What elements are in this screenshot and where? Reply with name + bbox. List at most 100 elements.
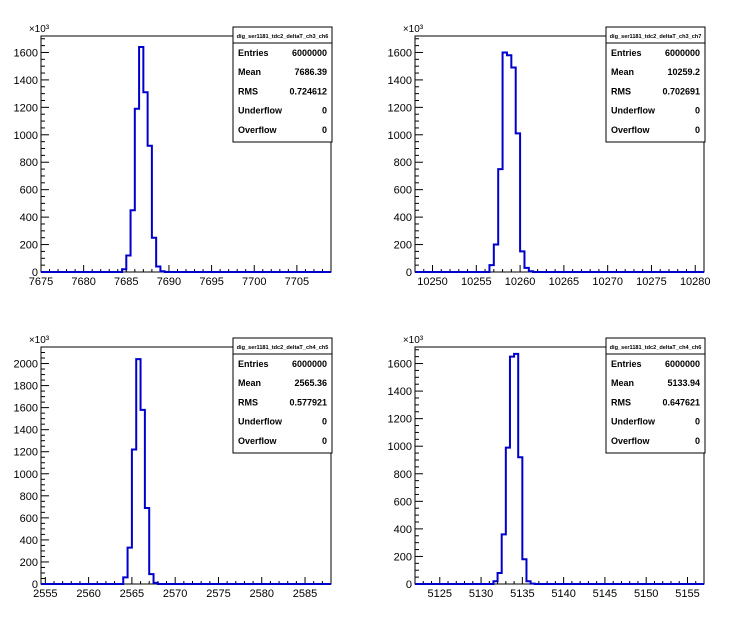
histogram-pad-4: 0 200 400 600 800 1000 1200 1400 1600 ×10³ 5125 513… — [388, 335, 706, 600]
y-tick-label: 1600 — [14, 403, 38, 415]
y-tick-label: 0 — [32, 267, 38, 279]
y-tick-label: 1400 — [14, 425, 38, 437]
y-tick-label: 800 — [20, 157, 38, 169]
x-tick-label: 5155 — [675, 588, 699, 600]
stats-label-entries: Entries — [611, 359, 642, 369]
y-tick-label: 600 — [20, 513, 38, 525]
stats-label-rms: RMS — [611, 397, 631, 407]
stats-value-rms: 0.702691 — [662, 86, 700, 96]
x-tick-label: 5140 — [551, 588, 575, 600]
y-tick-label: 1200 — [388, 102, 412, 114]
stats-value-mean: 5133.94 — [667, 378, 700, 388]
stats-value-overflow: 0 — [322, 125, 327, 135]
histogram-pad-1: 0 200 400 600 800 1000 1200 1400 1600 ×10³ 7675 768… — [14, 24, 333, 288]
y-tick-label: 1200 — [388, 414, 412, 426]
x-tick-label: 7695 — [199, 276, 223, 288]
y-exponent-label: ×10³ — [29, 24, 50, 35]
histogram-pad-3: 0 200 400 600 800 1000 1200 1400 1600 1800 2000 ×10… — [14, 335, 333, 600]
histogram-line — [41, 45, 331, 273]
stats-value-underflow: 0 — [322, 106, 327, 116]
stats-value-overflow: 0 — [322, 436, 327, 446]
y-exponent-label: ×10³ — [29, 335, 50, 346]
x-tick-label: 2570 — [163, 588, 187, 600]
stats-value-entries: 6000000 — [665, 359, 700, 369]
stats-title: dig_ser1181_tdc2_deltaT_ch4_ch6 — [610, 345, 702, 351]
y-tick-label: 1600 — [14, 47, 38, 59]
x-tick-label: 2580 — [250, 588, 274, 600]
x-tick-label: 2555 — [33, 588, 57, 600]
stats-title: dig_ser1181_tdc2_deltaT_ch3_ch7 — [610, 34, 702, 40]
x-tick-label: 2560 — [76, 588, 100, 600]
y-tick-label: 1600 — [388, 359, 412, 371]
stats-value-rms: 0.577921 — [289, 397, 327, 407]
x-tick-label: 7700 — [242, 276, 266, 288]
stats-box — [605, 26, 706, 143]
stats-label-entries: Entries — [611, 48, 642, 58]
y-exponent-label: ×10³ — [403, 335, 424, 346]
y-tick-label: 1400 — [388, 386, 412, 398]
x-tick-label: 7680 — [71, 276, 95, 288]
stats-label-overflow: Overflow — [238, 125, 278, 135]
y-tick-label: 1000 — [388, 441, 412, 453]
stats-value-entries: 6000000 — [665, 48, 700, 58]
x-tick-label: 2565 — [120, 588, 144, 600]
stats-box — [605, 337, 706, 454]
y-tick-label: 1800 — [14, 381, 38, 393]
stats-value-underflow: 0 — [695, 417, 700, 427]
y-tick-label: 200 — [20, 240, 38, 252]
x-tick-label: 7690 — [157, 276, 181, 288]
stats-value-mean: 10259.2 — [667, 67, 700, 77]
y-tick-label: 800 — [394, 157, 412, 169]
y-tick-label: 600 — [394, 496, 412, 508]
y-tick-label: 1000 — [388, 130, 412, 142]
x-tick-label: 2575 — [206, 588, 230, 600]
histogram-line — [41, 358, 331, 585]
y-tick-label: 400 — [20, 535, 38, 547]
stats-label-underflow: Underflow — [238, 417, 283, 427]
histogram-bin — [507, 55, 511, 272]
x-tick-label: 5145 — [593, 588, 617, 600]
y-tick-label: 2000 — [14, 359, 38, 371]
y-tick-label: 800 — [20, 491, 38, 503]
stats-label-rms: RMS — [611, 86, 631, 96]
y-tick-label: 1200 — [14, 447, 38, 459]
histogram-line — [415, 352, 704, 585]
stats-title: dig_ser1181_tdc2_deltaT_ch3_ch6 — [237, 34, 329, 40]
x-tick-label: 5130 — [469, 588, 493, 600]
stats-label-mean: Mean — [238, 67, 261, 77]
stats-value-mean: 7686.39 — [294, 67, 327, 77]
y-tick-label: 400 — [394, 212, 412, 224]
x-tick-label: 5125 — [428, 588, 452, 600]
stats-title: dig_ser1181_tdc2_deltaT_ch4_ch5 — [237, 345, 329, 351]
stats-label-mean: Mean — [238, 378, 261, 388]
y-tick-label: 400 — [20, 212, 38, 224]
x-tick-label: 7705 — [285, 276, 309, 288]
stats-box — [232, 26, 333, 143]
y-tick-label: 600 — [394, 185, 412, 197]
stats-label-underflow: Underflow — [238, 106, 283, 116]
stats-value-mean: 2565.36 — [294, 378, 327, 388]
x-tick-label: 7685 — [114, 276, 138, 288]
stats-value-rms: 0.647621 — [662, 397, 700, 407]
x-tick-label: 2585 — [293, 588, 317, 600]
y-tick-label: 1000 — [14, 130, 38, 142]
histogram-pad-2: 0 200 400 600 800 1000 1200 1400 1600 ×10³ 10250 10… — [388, 24, 711, 288]
stats-value-underflow: 0 — [322, 417, 327, 427]
histogram-line — [415, 51, 704, 273]
stats-value-entries: 6000000 — [292, 48, 327, 58]
stats-box — [232, 337, 333, 454]
y-tick-label: 1600 — [388, 47, 412, 59]
x-tick-label: 10255 — [461, 276, 492, 288]
x-tick-label: 10250 — [417, 276, 448, 288]
stats-value-rms: 0.724612 — [289, 86, 327, 96]
stats-label-overflow: Overflow — [611, 436, 651, 446]
stats-label-underflow: Underflow — [611, 106, 656, 116]
stats-label-overflow: Overflow — [611, 125, 651, 135]
stats-label-rms: RMS — [238, 86, 258, 96]
y-tick-label: 400 — [394, 524, 412, 536]
y-exponent-label: ×10³ — [403, 24, 424, 35]
y-tick-label: 0 — [406, 267, 412, 279]
y-tick-label: 1400 — [388, 75, 412, 87]
x-tick-label: 7675 — [29, 276, 53, 288]
